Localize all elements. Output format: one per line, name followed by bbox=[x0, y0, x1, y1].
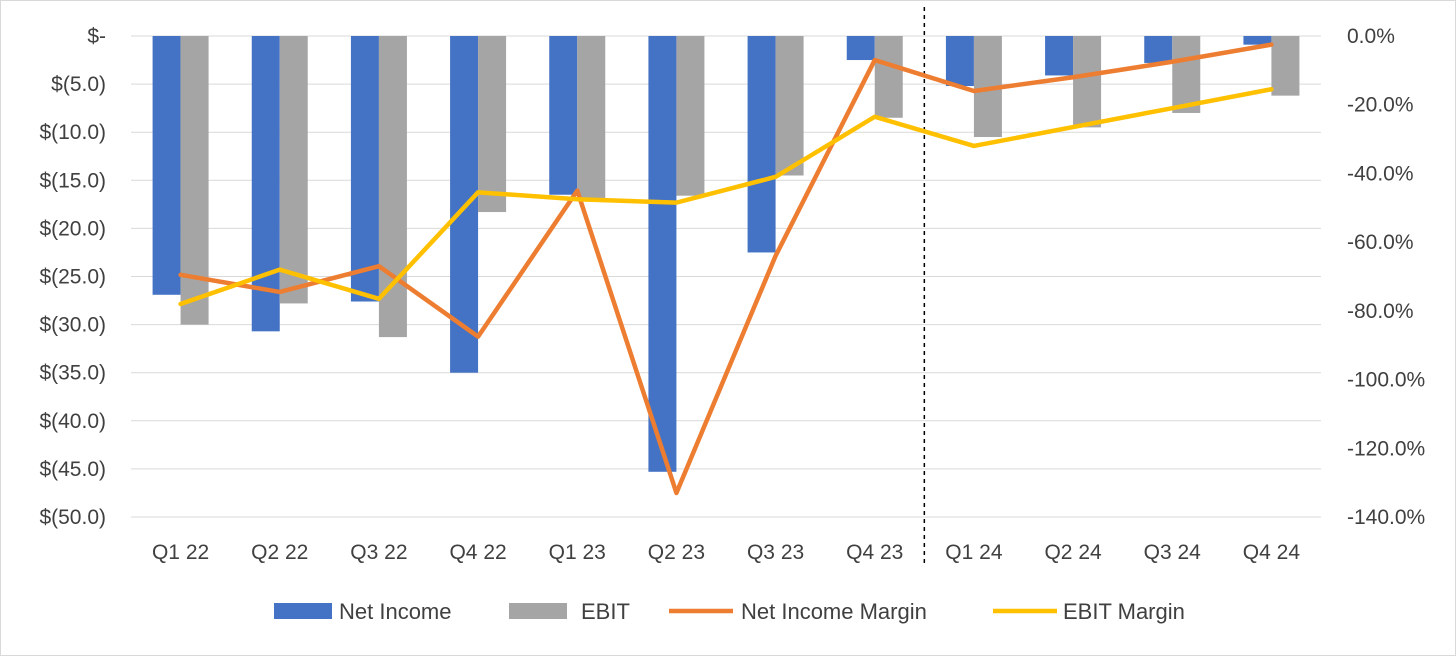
right-axis: 0.0% -20.0% -40.0% -60.0% -80.0% -100.0% -120.… bbox=[1347, 25, 1425, 529]
x-axis: Q1 22 Q2 22 Q3 22 Q4 22 Q1 23 Q2 23 Q3 23 Q4 23… bbox=[152, 541, 1300, 564]
legend-swatch bbox=[274, 603, 332, 619]
line-ebit-margin bbox=[178, 87, 1274, 307]
bar-net-income bbox=[1144, 36, 1173, 63]
bar-ebit bbox=[1271, 36, 1300, 96]
x-axis-tick-label: Q4 23 bbox=[846, 541, 903, 564]
x-axis-tick-label: Q1 24 bbox=[945, 541, 1003, 564]
gridlines bbox=[131, 35, 1321, 518]
left-axis-tick-label: $(45.0) bbox=[39, 458, 106, 481]
bar-net-income bbox=[1243, 36, 1272, 45]
left-axis-tick-label: $(35.0) bbox=[39, 362, 106, 385]
bar-net-income bbox=[350, 36, 379, 302]
bar-ebit bbox=[1172, 36, 1201, 113]
left-axis-tick-label: $(15.0) bbox=[39, 169, 106, 192]
margin-lines bbox=[178, 42, 1274, 496]
bar-ebit bbox=[279, 36, 308, 304]
bar-net-income bbox=[846, 36, 875, 61]
left-axis-tick-label: $- bbox=[87, 25, 106, 48]
right-axis-tick-label: 0.0% bbox=[1347, 25, 1395, 48]
right-axis-tick-label: -140.0% bbox=[1347, 506, 1425, 529]
legend-label: Net Income bbox=[339, 599, 452, 624]
legend-label: Net Income Margin bbox=[741, 599, 927, 624]
bar-net-income bbox=[1045, 36, 1074, 76]
x-axis-tick-label: Q1 22 bbox=[152, 541, 209, 564]
right-axis-tick-label: -120.0% bbox=[1347, 437, 1425, 460]
right-axis-tick-label: -80.0% bbox=[1347, 300, 1414, 323]
right-axis-tick-label: -100.0% bbox=[1347, 369, 1425, 392]
left-axis-tick-label: $(50.0) bbox=[39, 506, 106, 529]
line-net-income-margin bbox=[178, 42, 1274, 496]
x-axis-tick-label: Q3 24 bbox=[1144, 541, 1202, 564]
bar-net-income bbox=[549, 36, 578, 195]
bar-ebit bbox=[676, 36, 705, 196]
right-axis-tick-label: -20.0% bbox=[1347, 94, 1414, 117]
left-axis-tick-label: $(30.0) bbox=[39, 314, 106, 337]
legend-swatch bbox=[509, 603, 567, 619]
bar-ebit bbox=[1073, 36, 1102, 128]
bar-ebit bbox=[874, 36, 903, 118]
x-axis-tick-label: Q2 24 bbox=[1044, 541, 1102, 564]
left-axis-tick-label: $(40.0) bbox=[39, 410, 106, 433]
bar-net-income bbox=[945, 36, 974, 87]
bar-net-income bbox=[152, 36, 181, 295]
bars bbox=[152, 36, 1300, 472]
bar-net-income bbox=[648, 36, 677, 472]
x-axis-tick-label: Q3 23 bbox=[747, 541, 804, 564]
x-axis-tick-label: Q4 22 bbox=[449, 541, 506, 564]
bar-ebit bbox=[180, 36, 209, 325]
left-axis-tick-label: $(5.0) bbox=[51, 73, 106, 96]
x-axis-tick-label: Q4 24 bbox=[1243, 541, 1301, 564]
left-axis-tick-label: $(20.0) bbox=[39, 217, 106, 240]
left-axis: $- $(5.0) $(10.0) $(15.0) $(20.0) $(25.0) $(30… bbox=[39, 25, 106, 529]
bar-ebit bbox=[577, 36, 606, 200]
bar-ebit bbox=[775, 36, 804, 176]
right-axis-tick-label: -40.0% bbox=[1347, 162, 1414, 185]
x-axis-tick-label: Q2 23 bbox=[648, 541, 705, 564]
x-axis-tick-label: Q1 23 bbox=[549, 541, 606, 564]
legend-label: EBIT Margin bbox=[1063, 599, 1185, 624]
legend-label: EBIT bbox=[581, 599, 630, 624]
legend: Net Income EBIT Net Income Margin EBIT Marg… bbox=[274, 599, 1185, 624]
x-axis-tick-label: Q2 22 bbox=[251, 541, 308, 564]
bar-ebit bbox=[478, 36, 507, 213]
left-axis-tick-label: $(10.0) bbox=[39, 121, 106, 144]
x-axis-tick-label: Q3 22 bbox=[350, 541, 407, 564]
bar-net-income bbox=[747, 36, 776, 253]
bar-net-income bbox=[251, 36, 280, 332]
right-axis-tick-label: -60.0% bbox=[1347, 231, 1414, 254]
left-axis-tick-label: $(25.0) bbox=[39, 266, 106, 289]
